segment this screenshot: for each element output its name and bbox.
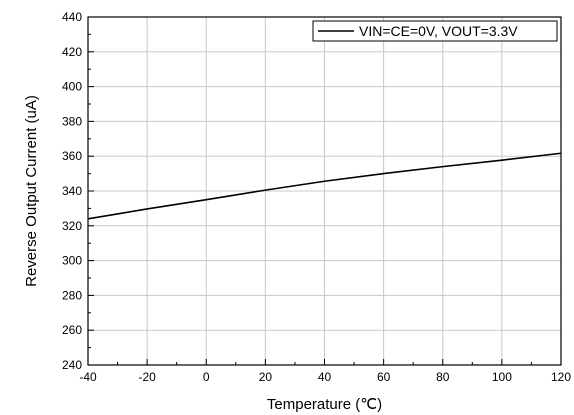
series-layer	[87, 152, 562, 220]
y-tick-label: 320	[62, 219, 82, 233]
legend-label: VIN=CE=0V, VOUT=3.3V	[359, 23, 518, 39]
y-tick-label: 300	[62, 254, 82, 268]
y-tick-label: 440	[62, 10, 82, 24]
x-tick-label: 100	[492, 370, 512, 384]
x-tick-label: 40	[318, 370, 332, 384]
x-tick-label: -40	[79, 370, 97, 384]
legend: VIN=CE=0V, VOUT=3.3V	[312, 20, 558, 42]
x-tick-label: 0	[203, 370, 210, 384]
x-tick-label: 80	[436, 370, 450, 384]
axis-ticks	[87, 16, 562, 366]
y-tick-label: 260	[62, 323, 82, 337]
y-tick-label: 400	[62, 80, 82, 94]
x-axis-title: Temperature (℃)	[267, 396, 382, 413]
x-tick-label: 120	[551, 370, 571, 384]
y-tick-label: 420	[62, 45, 82, 59]
legend-box	[312, 20, 558, 42]
x-tick-labels: -40 -20 0 20 40 60 80 100 120	[79, 370, 571, 384]
y-tick-label: 240	[62, 358, 82, 372]
grid	[88, 17, 561, 365]
x-tick-label: -20	[138, 370, 156, 384]
y-axis-title: Reverse Output Current (uA)	[23, 95, 40, 287]
x-tick-label: 60	[377, 370, 391, 384]
y-tick-labels: 240 260 280 300 320 340 360 380 400 420 440	[62, 10, 82, 372]
x-tick-label: 20	[259, 370, 273, 384]
y-tick-label: 360	[62, 149, 82, 163]
y-tick-label: 280	[62, 288, 82, 302]
series-line	[87, 152, 562, 220]
y-tick-label: 340	[62, 184, 82, 198]
y-tick-label: 380	[62, 114, 82, 128]
